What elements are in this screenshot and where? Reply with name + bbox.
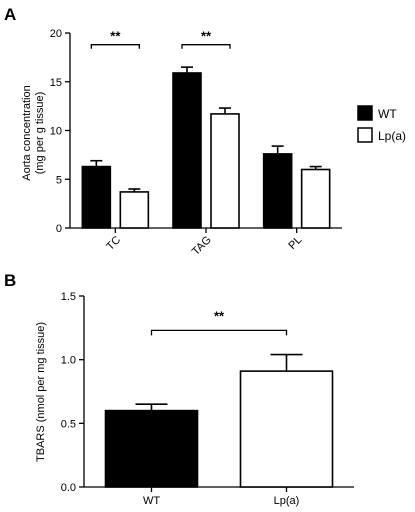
panel-a-bar-wt: [172, 72, 202, 229]
panel-a-significance-bracket: [181, 44, 231, 49]
panel-b-ylabel: TBARS (nmol per mg tissue): [35, 322, 47, 462]
panel-a-xtick-label: PL: [286, 234, 304, 252]
panel-b-xtick-label: Lp(a): [274, 495, 300, 507]
panel-b-ytick-label: 0.5: [61, 418, 76, 430]
panel-b-ytick-label: 1.0: [61, 355, 76, 367]
legend-label-wt: WT: [378, 107, 397, 121]
panel-b-significance-label: **: [214, 308, 225, 323]
panel-b-ytick-label: 1.5: [61, 291, 76, 303]
panel-b-bar-lpa: [239, 370, 334, 488]
panel-letter-b: B: [4, 271, 16, 290]
panel-letter-a: A: [4, 5, 16, 24]
legend-swatch-lpa: [357, 127, 373, 143]
panel-a-ytick-label: 0: [56, 223, 62, 235]
legend-swatch-wt: [357, 105, 373, 121]
panel-a-ytick-label: 20: [50, 28, 62, 40]
panel-a-bar-lpa: [119, 191, 150, 229]
legend-label-lpa: Lp(a): [378, 129, 406, 143]
panel-a-significance-bracket: [90, 44, 140, 49]
panel-a-ylabel-line2: (mg per g tissue): [34, 92, 46, 175]
panel-a-xtick-label: TC: [104, 234, 123, 253]
panel-b-significance-bracket: [150, 329, 288, 336]
panel-a-significance-label: **: [110, 29, 121, 44]
panel-a-xtick-label: TAG: [190, 234, 214, 258]
panel-a-bar-wt: [262, 153, 293, 229]
panel-a-ylabel-line1: Aorta concentration: [21, 85, 33, 180]
panel-a-bar-lpa: [210, 113, 240, 229]
panel-a-ytick-label: 10: [50, 126, 62, 138]
panel-b-xtick-label: WT: [143, 495, 160, 507]
panel-a-ytick-label: 15: [50, 77, 62, 89]
panel-b-bar-wt: [104, 409, 199, 488]
panel-a-bar-wt: [81, 165, 112, 229]
panel-a-ytick-label: 5: [56, 174, 62, 186]
panel-b-plot: 0.0 0.5 1.0 1.5 WT Lp(a) **: [61, 291, 354, 507]
panel-a-plot: 0 5 10 15 20 TC TAG PL ** **: [50, 28, 342, 258]
panel-b-ytick-label: 0.0: [61, 482, 76, 494]
panel-a-bar-lpa: [300, 168, 331, 229]
panel-a-significance-label: **: [201, 29, 212, 44]
